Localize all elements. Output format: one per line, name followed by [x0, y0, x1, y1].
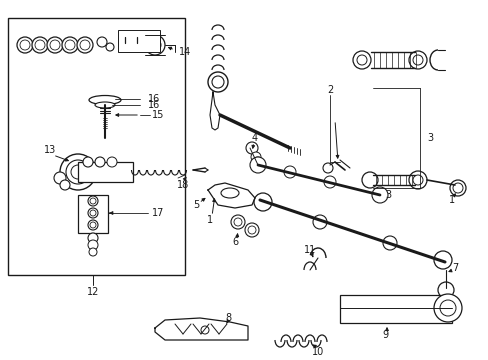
Text: 8: 8 [224, 313, 231, 323]
Circle shape [247, 226, 256, 234]
Circle shape [152, 42, 158, 48]
Circle shape [106, 43, 114, 51]
Bar [118, 30, 160, 52]
Circle shape [284, 166, 295, 178]
Text: 1: 1 [206, 215, 213, 225]
Circle shape [433, 251, 451, 269]
Circle shape [201, 326, 208, 334]
Circle shape [449, 180, 465, 196]
Circle shape [412, 175, 422, 185]
Circle shape [234, 218, 242, 226]
Circle shape [323, 163, 332, 173]
Circle shape [249, 157, 265, 173]
Ellipse shape [95, 102, 115, 108]
Circle shape [149, 39, 161, 51]
Circle shape [77, 37, 93, 53]
Text: 4: 4 [251, 133, 258, 143]
Circle shape [50, 40, 60, 50]
Bar [78, 162, 133, 182]
Circle shape [88, 208, 98, 218]
Circle shape [437, 282, 453, 298]
Circle shape [88, 233, 98, 243]
Circle shape [80, 40, 90, 50]
Circle shape [361, 172, 377, 188]
Circle shape [439, 300, 455, 316]
Text: 3: 3 [426, 133, 432, 143]
Bar [339, 295, 451, 323]
Text: 13: 13 [44, 145, 56, 155]
Text: 2: 2 [326, 85, 332, 95]
Circle shape [47, 37, 63, 53]
Circle shape [244, 223, 259, 237]
Circle shape [324, 176, 335, 188]
Circle shape [71, 165, 85, 179]
Circle shape [145, 35, 164, 55]
Text: 1: 1 [448, 195, 454, 205]
Circle shape [250, 152, 261, 162]
Ellipse shape [221, 188, 239, 198]
Text: 14: 14 [179, 47, 191, 57]
Circle shape [62, 37, 78, 53]
Circle shape [412, 55, 422, 65]
Circle shape [88, 220, 98, 230]
Text: 17: 17 [152, 208, 164, 218]
Text: 15: 15 [152, 110, 164, 120]
Circle shape [54, 172, 66, 184]
Circle shape [60, 180, 70, 190]
Text: 3: 3 [384, 190, 390, 200]
Polygon shape [209, 92, 220, 130]
Circle shape [252, 157, 263, 167]
Text: 5: 5 [192, 200, 199, 210]
Circle shape [433, 294, 461, 322]
Circle shape [352, 51, 370, 69]
Text: 11: 11 [303, 245, 315, 255]
Circle shape [65, 40, 75, 50]
Circle shape [83, 157, 93, 167]
Polygon shape [207, 183, 254, 208]
Bar [78, 195, 108, 233]
Circle shape [66, 160, 90, 184]
Circle shape [90, 210, 96, 216]
Circle shape [212, 76, 224, 88]
Text: 9: 9 [381, 330, 387, 340]
Bar [8, 18, 184, 275]
Circle shape [207, 72, 227, 92]
Circle shape [107, 157, 117, 167]
Circle shape [17, 37, 33, 53]
Text: 16: 16 [148, 94, 160, 104]
Ellipse shape [89, 95, 121, 104]
Circle shape [382, 236, 396, 250]
Circle shape [312, 215, 326, 229]
Circle shape [35, 40, 45, 50]
Polygon shape [155, 318, 247, 340]
Circle shape [20, 40, 30, 50]
Text: 6: 6 [231, 237, 238, 247]
Circle shape [253, 193, 271, 211]
Circle shape [88, 196, 98, 206]
Circle shape [408, 51, 426, 69]
Circle shape [89, 248, 97, 256]
Text: 16: 16 [148, 100, 160, 110]
Circle shape [60, 154, 96, 190]
Circle shape [245, 142, 258, 154]
Circle shape [408, 171, 426, 189]
Circle shape [371, 187, 387, 203]
Circle shape [32, 37, 48, 53]
Text: 7: 7 [451, 263, 457, 273]
Text: 12: 12 [87, 287, 99, 297]
Circle shape [88, 240, 98, 250]
Circle shape [95, 157, 105, 167]
Circle shape [452, 183, 462, 193]
Text: 10: 10 [311, 347, 324, 357]
Circle shape [90, 198, 96, 204]
Circle shape [356, 55, 366, 65]
Circle shape [97, 37, 107, 47]
Circle shape [230, 215, 244, 229]
Text: 18: 18 [177, 180, 189, 190]
Circle shape [90, 222, 96, 228]
